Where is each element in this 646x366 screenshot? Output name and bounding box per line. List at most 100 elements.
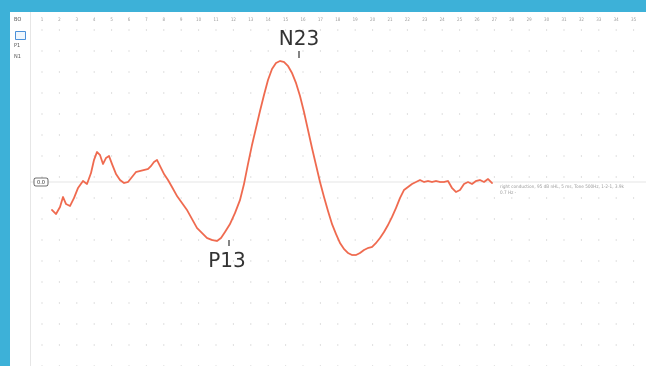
grid-dot [372, 281, 374, 283]
grid-dot [389, 71, 391, 73]
grid-dot [319, 92, 321, 94]
grid-dot [372, 50, 374, 52]
grid-dot [580, 302, 583, 304]
grid-dot [145, 344, 147, 346]
grid-dot [615, 176, 617, 178]
grid-dot [267, 323, 269, 325]
grid-dot [459, 113, 461, 115]
grid-dot [76, 71, 78, 73]
grid-dot [250, 281, 252, 283]
x-tick-label: 33 [596, 17, 602, 22]
grid-dot [337, 113, 339, 115]
grid-dot [285, 113, 287, 115]
grid-dot [198, 302, 200, 304]
grid-dot [41, 260, 43, 262]
grid-dot [476, 197, 478, 199]
grid-dot [267, 176, 269, 178]
baseline-badge[interactable]: 0.0 [33, 177, 49, 187]
x-tick-label: 20 [370, 17, 376, 22]
grid-dot [511, 134, 513, 136]
grid-dot [319, 239, 321, 241]
grid-dot [580, 197, 583, 199]
grid-dot [580, 218, 583, 220]
grid-dot [633, 323, 635, 325]
grid-dot [285, 260, 287, 262]
grid-dot [128, 281, 130, 283]
grid-dot [267, 260, 269, 262]
grid-dot [180, 344, 182, 346]
grid-dot [198, 92, 200, 94]
grid-dot [232, 92, 234, 94]
grid-dot [41, 344, 43, 346]
grid-dot [441, 302, 443, 304]
grid-dot [111, 176, 113, 178]
grid-dot [232, 113, 234, 115]
grid-dot [598, 281, 600, 283]
grid-dot [232, 29, 234, 31]
n23-label[interactable]: N23 [279, 26, 319, 50]
grid-dot [441, 134, 443, 136]
grid-dot [302, 50, 304, 52]
grid-dot [476, 50, 478, 52]
grid-dot [354, 239, 356, 241]
grid-dot [441, 281, 443, 283]
grid-dot [511, 344, 513, 346]
x-tick-label: 30 [544, 17, 550, 22]
grid-dot [528, 323, 530, 325]
grid-dot [511, 323, 513, 325]
grid-dot [598, 155, 600, 157]
grid-dot [76, 113, 78, 115]
grid-dot [528, 281, 530, 283]
grid-dot [563, 302, 565, 304]
x-tick-label: 27 [492, 17, 498, 22]
grid-dot [372, 344, 374, 346]
grid-dot [41, 197, 43, 199]
grid-dot [111, 155, 113, 157]
grid-dot [267, 134, 269, 136]
waveform-chart[interactable]: 1 2 3 4 5 6 7 8 9 10 11 12 13 14 15 16 17 18 19 20 21 22 23 24 2… [30, 12, 646, 366]
grid-dot [633, 92, 635, 94]
x-tick-label: 21 [387, 17, 393, 22]
grid-dot [93, 323, 95, 325]
grid-dot [528, 71, 530, 73]
sidebar-label-n1[interactable]: N1 [14, 54, 21, 60]
grid-dot [93, 344, 95, 346]
grid-dot [285, 197, 287, 199]
x-tick-label: 10 [196, 17, 202, 22]
grid-dot [128, 302, 130, 304]
grid-dot [476, 239, 478, 241]
grid-dot [302, 92, 304, 94]
grid-dot [319, 50, 321, 52]
grid-dot [615, 260, 617, 262]
grid-dot [232, 239, 234, 241]
grid-dot [302, 29, 304, 31]
grid-dot [285, 239, 287, 241]
x-tick-label: 29 [527, 17, 533, 22]
waveform-trace[interactable] [51, 60, 493, 256]
grid-dot [250, 344, 252, 346]
grid-dot [459, 176, 461, 178]
grid-dot [563, 197, 565, 199]
grid-dot [389, 29, 391, 31]
grid-dot [615, 239, 617, 241]
grid-dot [58, 239, 60, 241]
grid-dot [476, 218, 478, 220]
grid-dot [111, 218, 113, 220]
p13-label[interactable]: P13 [208, 248, 246, 272]
grid-dot [267, 344, 269, 346]
grid-dot [493, 50, 495, 52]
grid-dot [598, 218, 600, 220]
trace-visibility-checkbox[interactable] [15, 31, 26, 40]
x-tick-label: 2 [58, 17, 61, 22]
grid-dot [250, 134, 252, 136]
grid-dot [163, 176, 165, 178]
grid-dot [93, 260, 95, 262]
grid-dot [476, 155, 478, 157]
grid-dot [424, 344, 426, 346]
sidebar-label-p1[interactable]: P1 [14, 43, 21, 49]
grid-dot [424, 281, 426, 283]
grid-dot [198, 29, 200, 31]
grid-dot [354, 50, 356, 52]
grid-dot [598, 92, 600, 94]
grid-dot [232, 176, 234, 178]
